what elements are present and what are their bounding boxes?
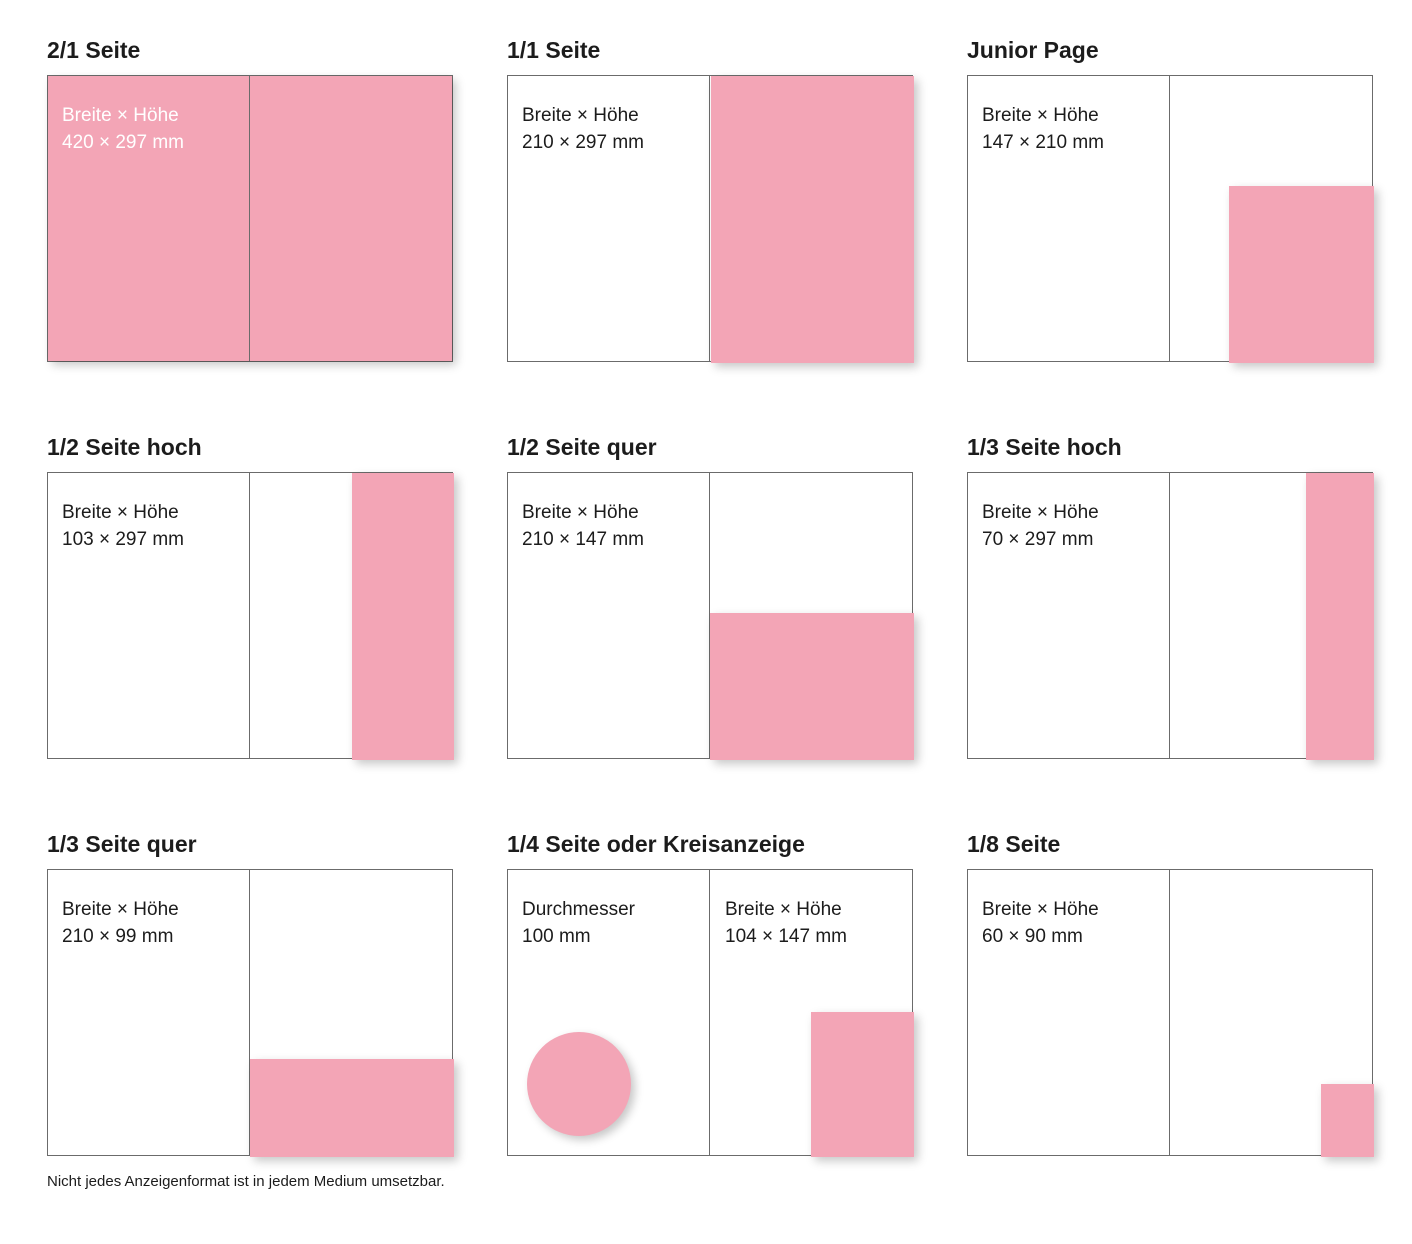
- page-fold-divider: [709, 473, 710, 758]
- dimension-label-value: 100 mm: [522, 926, 591, 947]
- dimension-label-title: Durchmesser: [522, 899, 635, 920]
- dimension-label: Breite × Höhe 104 × 147 mm: [725, 896, 847, 950]
- page-spread: Breite × Höhe 210 × 147 mm: [507, 472, 914, 760]
- dimension-label-value: 104 × 147 mm: [725, 926, 847, 947]
- format-card-1-1-seite: 1/1 Seite Breite × Höhe 210 × 297 mm: [507, 36, 914, 363]
- card-title: 1/4 Seite oder Kreisanzeige: [507, 831, 805, 857]
- page-fold-divider: [249, 870, 250, 1155]
- page-spread: Breite × Höhe 210 × 99 mm: [47, 869, 454, 1157]
- dimension-label-title: Breite × Höhe: [522, 105, 639, 126]
- format-card-2-1-seite: 2/1 Seite Breite × Höhe 420 × 297 mm: [47, 36, 453, 362]
- dimension-label: Breite × Höhe 60 × 90 mm: [982, 896, 1099, 950]
- dimension-label-title: Breite × Höhe: [62, 105, 179, 126]
- dimension-label-value: 210 × 147 mm: [522, 529, 644, 550]
- page-spread: Breite × Höhe 420 × 297 mm: [47, 75, 453, 362]
- dimension-label: Breite × Höhe 420 × 297 mm: [62, 102, 184, 156]
- page-spread: Durchmesser 100 mm Breite × Höhe 104 × 1…: [507, 869, 914, 1157]
- page-fold-divider: [249, 473, 250, 758]
- page-fold-divider: [709, 76, 710, 361]
- ad-area-highlight: [1321, 1084, 1374, 1157]
- dimension-label-title: Breite × Höhe: [62, 899, 179, 920]
- page-spread: Breite × Höhe 70 × 297 mm: [967, 472, 1374, 760]
- dimension-label: Breite × Höhe 210 × 99 mm: [62, 896, 179, 950]
- dimension-label-title: Breite × Höhe: [62, 502, 179, 523]
- page-fold-divider: [709, 870, 710, 1155]
- dimension-label-value: 210 × 297 mm: [522, 132, 644, 153]
- format-card-1-3-seite-hoch: 1/3 Seite hoch Breite × Höhe 70 × 297 mm: [967, 433, 1374, 760]
- dimension-label: Breite × Höhe 210 × 297 mm: [522, 102, 644, 156]
- dimension-label-value: 70 × 297 mm: [982, 529, 1094, 550]
- dimension-label-value: 147 × 210 mm: [982, 132, 1104, 153]
- card-title: 1/3 Seite quer: [47, 831, 197, 857]
- ad-area-highlight: [48, 76, 452, 361]
- ad-area-highlight: [352, 473, 454, 760]
- format-card-junior-page: Junior Page Breite × Höhe 147 × 210 mm: [967, 36, 1374, 363]
- format-card-1-8-seite: 1/8 Seite Breite × Höhe 60 × 90 mm: [967, 830, 1374, 1157]
- card-title: 1/8 Seite: [967, 831, 1061, 857]
- page-spread: Breite × Höhe 103 × 297 mm: [47, 472, 454, 760]
- card-title: 1/1 Seite: [507, 37, 601, 63]
- format-card-1-2-seite-quer: 1/2 Seite quer Breite × Höhe 210 × 147 m…: [507, 433, 914, 760]
- card-title: 1/3 Seite hoch: [967, 434, 1122, 460]
- page-fold-divider: [1169, 870, 1170, 1155]
- ad-circle-highlight: [527, 1032, 631, 1136]
- page-spread: Breite × Höhe 60 × 90 mm: [967, 869, 1374, 1157]
- dimension-label-title: Breite × Höhe: [982, 502, 1099, 523]
- ad-area-highlight: [811, 1012, 914, 1157]
- page-fold-divider: [1169, 473, 1170, 758]
- format-card-1-4-seite-kreisanzeige: 1/4 Seite oder Kreisanzeige Durchmesser …: [507, 830, 914, 1157]
- dimension-label-title: Breite × Höhe: [982, 899, 1099, 920]
- ad-area-highlight: [710, 613, 914, 760]
- dimension-label: Breite × Höhe 103 × 297 mm: [62, 499, 184, 553]
- dimension-label: Breite × Höhe 210 × 147 mm: [522, 499, 644, 553]
- card-title: 1/2 Seite hoch: [47, 434, 202, 460]
- page-fold-divider: [249, 76, 250, 361]
- dimension-label: Breite × Höhe 147 × 210 mm: [982, 102, 1104, 156]
- ad-area-highlight: [1306, 473, 1374, 760]
- format-card-1-2-seite-hoch: 1/2 Seite hoch Breite × Höhe 103 × 297 m…: [47, 433, 454, 760]
- ad-area-highlight: [1229, 186, 1374, 363]
- dimension-label-title: Breite × Höhe: [522, 502, 639, 523]
- dimension-label: Breite × Höhe 70 × 297 mm: [982, 499, 1099, 553]
- dimension-label-title: Breite × Höhe: [982, 105, 1099, 126]
- dimension-label-title: Breite × Höhe: [725, 899, 842, 920]
- ad-area-highlight: [711, 76, 914, 363]
- dimension-label-value: 210 × 99 mm: [62, 926, 174, 947]
- ad-format-grid: 2/1 Seite Breite × Höhe 420 × 297 mm 1/1…: [47, 36, 1374, 1157]
- dimension-label-value: 60 × 90 mm: [982, 926, 1083, 947]
- page-fold-divider: [1169, 76, 1170, 361]
- page-spread: Breite × Höhe 147 × 210 mm: [967, 75, 1374, 363]
- dimension-label: Durchmesser 100 mm: [522, 896, 635, 950]
- ad-area-highlight: [250, 1059, 454, 1157]
- footnote: Nicht jedes Anzeigenformat ist in jedem …: [47, 1173, 445, 1190]
- format-card-1-3-seite-quer: 1/3 Seite quer Breite × Höhe 210 × 99 mm: [47, 830, 454, 1157]
- page-spread: Breite × Höhe 210 × 297 mm: [507, 75, 914, 363]
- card-title: 2/1 Seite: [47, 37, 141, 63]
- card-title: 1/2 Seite quer: [507, 434, 657, 460]
- card-title: Junior Page: [967, 37, 1099, 63]
- dimension-label-value: 103 × 297 mm: [62, 529, 184, 550]
- dimension-label-value: 420 × 297 mm: [62, 132, 184, 153]
